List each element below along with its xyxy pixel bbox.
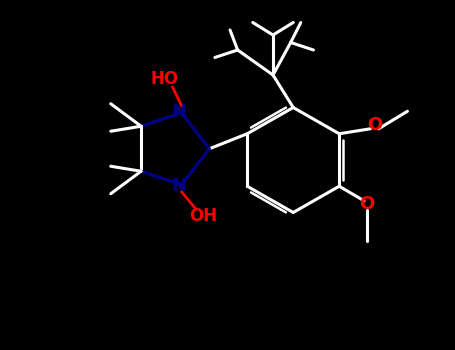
- Text: O: O: [367, 116, 382, 134]
- Text: OH: OH: [189, 207, 217, 225]
- Text: N: N: [172, 177, 187, 195]
- Text: HO: HO: [151, 70, 179, 88]
- Text: N: N: [172, 103, 187, 121]
- Text: O: O: [359, 195, 374, 213]
